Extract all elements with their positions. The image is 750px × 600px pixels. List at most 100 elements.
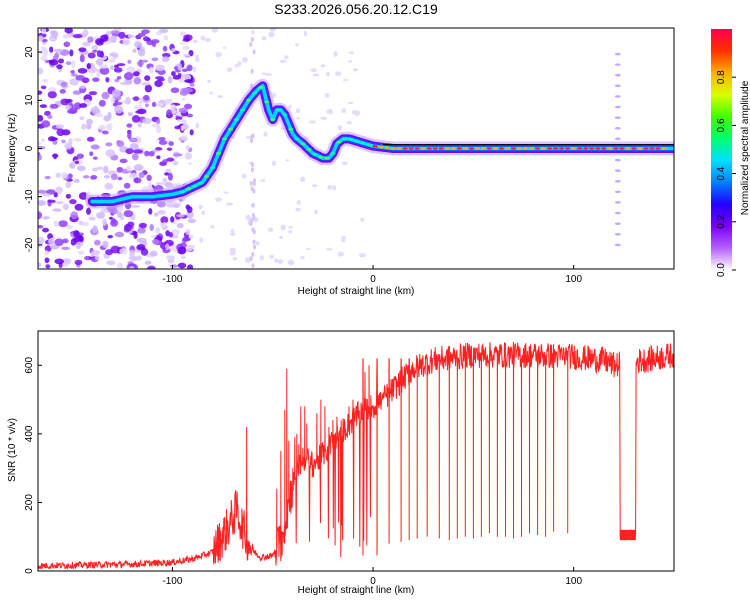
noise-blob bbox=[102, 240, 109, 249]
noise-blob bbox=[144, 150, 150, 157]
noise-blob bbox=[38, 114, 44, 122]
colorbar-label: Normalized spectral amplitude bbox=[740, 80, 750, 215]
faint-blob bbox=[194, 57, 200, 63]
noise-blob bbox=[96, 211, 106, 219]
ridge-peak bbox=[246, 98, 252, 102]
streak-blob bbox=[249, 41, 253, 47]
faint-blob bbox=[198, 204, 203, 210]
faint-blob bbox=[300, 176, 306, 183]
noise-blob bbox=[61, 139, 66, 144]
faint-blob bbox=[269, 28, 277, 32]
noise-blob bbox=[96, 50, 102, 58]
noise-blob bbox=[119, 81, 129, 86]
spike-blob bbox=[614, 52, 621, 56]
noise-blob bbox=[61, 246, 70, 250]
noise-blob bbox=[48, 87, 57, 92]
ridge-peak bbox=[510, 147, 516, 150]
ridge-peak bbox=[336, 140, 342, 144]
noise-blob bbox=[158, 136, 166, 141]
noise-blob bbox=[90, 250, 101, 256]
faint-blob bbox=[255, 240, 260, 246]
faint-blob bbox=[217, 95, 224, 98]
noise-blob bbox=[172, 75, 181, 80]
noise-blob bbox=[133, 77, 142, 85]
faint-blob bbox=[341, 237, 346, 243]
noise-blob bbox=[186, 210, 194, 219]
faint-blob bbox=[242, 173, 247, 179]
noise-blob bbox=[156, 31, 162, 36]
noise-blob bbox=[137, 227, 146, 234]
faint-blob bbox=[241, 56, 248, 63]
noise-blob bbox=[172, 204, 181, 208]
faint-blob bbox=[265, 73, 272, 76]
noise-blob bbox=[171, 70, 176, 77]
ridge-peak bbox=[312, 152, 318, 156]
spike-blob bbox=[614, 190, 621, 194]
noise-blob bbox=[55, 172, 61, 178]
faint-blob bbox=[268, 31, 275, 38]
noise-blob bbox=[88, 216, 96, 221]
ridge-peak bbox=[559, 147, 565, 150]
noise-blob bbox=[123, 182, 131, 189]
noise-blob bbox=[58, 58, 65, 64]
noise-blob bbox=[161, 56, 170, 63]
noise-blob bbox=[38, 236, 45, 244]
noise-blob bbox=[53, 153, 58, 160]
noise-blob bbox=[48, 237, 55, 245]
ridge-peak bbox=[414, 147, 420, 150]
noise-blob bbox=[103, 174, 111, 179]
noise-blob bbox=[73, 137, 82, 142]
noise-blob bbox=[111, 89, 121, 98]
noise-blob bbox=[65, 61, 72, 66]
faint-blob bbox=[342, 78, 348, 82]
streak-blob bbox=[252, 49, 256, 55]
ridge-peak bbox=[631, 147, 637, 150]
noise-blob bbox=[50, 30, 59, 39]
noise-blob bbox=[86, 62, 91, 70]
ridge-peak bbox=[643, 147, 649, 150]
ridge-peak bbox=[198, 181, 204, 185]
faint-blob bbox=[326, 248, 333, 251]
noise-blob bbox=[146, 174, 152, 182]
noise-blob bbox=[144, 75, 151, 81]
noise-blob bbox=[44, 257, 50, 264]
noise-blob bbox=[176, 214, 185, 218]
noise-blob bbox=[76, 153, 85, 159]
noise-blob bbox=[38, 35, 44, 42]
noise-blob bbox=[124, 223, 132, 232]
noise-blob bbox=[176, 222, 184, 229]
faint-blob bbox=[309, 120, 316, 124]
noise-blob bbox=[73, 230, 80, 238]
noise-blob bbox=[87, 52, 96, 59]
snr-area bbox=[38, 341, 674, 570]
noise-blob bbox=[93, 156, 98, 160]
faint-blob bbox=[222, 46, 227, 49]
ridge-peak bbox=[450, 147, 456, 150]
noise-blob bbox=[162, 45, 168, 52]
faint-blob bbox=[181, 119, 187, 125]
faint-blob bbox=[272, 92, 276, 99]
noise-blob bbox=[50, 103, 59, 109]
streak-blob bbox=[249, 256, 253, 262]
noise-blob bbox=[72, 90, 82, 95]
noise-blob bbox=[50, 137, 58, 141]
faint-blob bbox=[314, 209, 318, 215]
snr-x-tick-label: 100 bbox=[565, 576, 582, 587]
noise-blob bbox=[82, 29, 89, 37]
noise-blob bbox=[140, 248, 149, 256]
noise-blob bbox=[56, 64, 63, 70]
noise-blob bbox=[144, 103, 149, 108]
noise-blob bbox=[149, 224, 155, 232]
noise-blob bbox=[40, 56, 48, 62]
noise-blob bbox=[94, 255, 100, 261]
ridge-peak bbox=[234, 118, 240, 121]
noise-blob bbox=[47, 114, 53, 119]
ridge-peak bbox=[240, 108, 246, 112]
noise-blob bbox=[151, 101, 157, 107]
faint-blob bbox=[192, 66, 197, 73]
noise-blob bbox=[117, 176, 123, 181]
faint-blob bbox=[337, 125, 343, 131]
noise-blob bbox=[127, 131, 132, 140]
streak-blob bbox=[251, 263, 255, 269]
noise-blob bbox=[122, 38, 131, 46]
